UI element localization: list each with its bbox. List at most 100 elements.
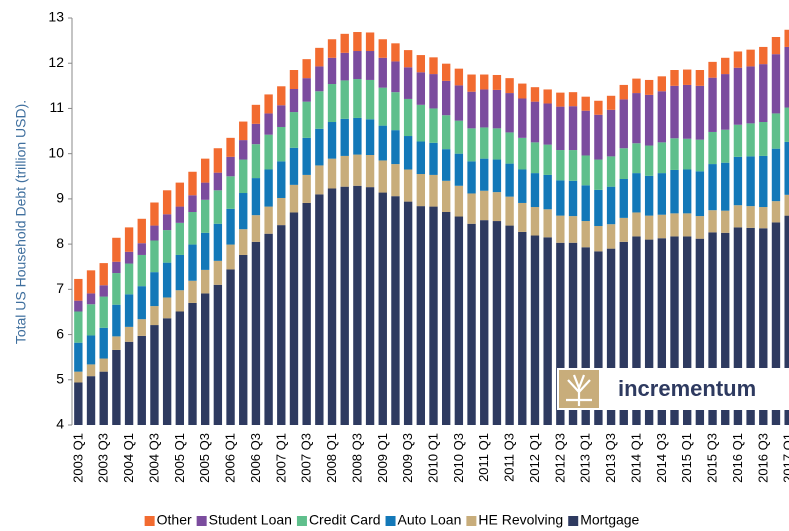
bar-segment	[353, 79, 362, 118]
bar-segment	[403, 169, 413, 202]
bar-segment	[340, 118, 349, 156]
bar-segment	[492, 128, 502, 160]
bar-segment	[302, 202, 311, 425]
legend-label: Student Loan	[209, 512, 292, 528]
bar-segment	[239, 121, 248, 141]
bar-segment	[441, 115, 451, 150]
bar-segment	[543, 209, 552, 238]
bar-segment	[670, 70, 679, 86]
bar-segment	[277, 105, 286, 127]
bar-segment	[416, 104, 426, 142]
bar-segment	[302, 174, 311, 203]
bar-segment	[86, 293, 96, 305]
bar-segment	[327, 188, 337, 425]
bar-segment	[391, 43, 400, 62]
bar-segment	[226, 269, 235, 425]
bar-segment	[213, 172, 223, 191]
legend-swatch	[466, 516, 477, 526]
bar-segment	[340, 52, 349, 81]
bar-segment	[264, 169, 273, 207]
bar-segment	[721, 210, 730, 233]
y-tick-label: 6	[56, 325, 64, 341]
bar-segment	[480, 158, 489, 191]
bar-segment	[594, 100, 603, 115]
bar-segment	[708, 210, 717, 233]
legend-swatch	[196, 516, 207, 526]
bar-segment	[175, 222, 185, 255]
bar-segment	[480, 74, 489, 90]
bar-segment	[733, 51, 743, 68]
bar-segment	[606, 95, 616, 110]
bar-segment	[644, 94, 654, 146]
bar-segment	[315, 128, 324, 166]
bar-segment	[644, 239, 654, 425]
legend-label: Credit Card	[309, 512, 381, 528]
bar-segment	[467, 161, 476, 194]
bar-segment	[505, 225, 514, 425]
bar-segment	[200, 199, 210, 233]
bar-segment	[86, 376, 96, 425]
bar-segment	[530, 235, 540, 425]
bar-segment	[226, 137, 235, 157]
bar-segment	[594, 114, 603, 160]
bar-segment	[771, 54, 781, 114]
bar-segment	[644, 175, 654, 216]
x-tick-label: 2008 Q1	[324, 433, 339, 483]
bar-segment	[568, 242, 578, 425]
bar-segment	[188, 244, 197, 281]
bar-segment	[416, 72, 426, 105]
bar-segment	[74, 278, 83, 301]
bar-segment	[175, 182, 185, 207]
legend-swatch	[568, 516, 579, 526]
bar-segment	[277, 161, 286, 198]
bar-segment	[632, 78, 641, 94]
bar-segment	[606, 109, 616, 157]
bar-segment	[226, 176, 235, 209]
bar-segment	[289, 184, 299, 213]
bar-segment	[378, 57, 387, 88]
bar-segment	[99, 263, 108, 286]
legend: Other Student Loan Credit Card Auto Loan HE …	[144, 512, 640, 528]
bar-segment	[467, 193, 476, 224]
x-tick-label: 2010 Q1	[426, 433, 441, 483]
bar-segment	[403, 98, 413, 137]
bar-segment	[315, 47, 324, 67]
bar-segment	[644, 145, 654, 176]
bar-segment	[632, 236, 641, 425]
bar-segment	[505, 163, 514, 197]
bar-segment	[670, 236, 679, 425]
bar-segment	[112, 349, 121, 425]
bar-segment	[162, 230, 172, 263]
bar-segment	[226, 156, 235, 177]
x-tick-label: 2006 Q3	[248, 433, 263, 483]
bar-segment	[251, 104, 261, 124]
bar-segment	[568, 180, 578, 217]
bar-segment	[568, 92, 578, 107]
bar-segment	[619, 241, 628, 425]
legend-label: Mortgage	[580, 512, 639, 528]
bar-segment	[467, 128, 476, 162]
bar-segment	[556, 215, 565, 243]
bar-segment	[619, 99, 628, 149]
bar-segment	[467, 223, 476, 425]
bar-segment	[657, 214, 667, 239]
bar-segment	[695, 70, 705, 86]
bar-segment	[581, 221, 590, 248]
bar-segment	[150, 240, 159, 273]
bar-segment	[226, 208, 235, 245]
bar-segment	[682, 84, 692, 139]
bar-segment	[391, 130, 400, 165]
bar-segment	[403, 50, 413, 68]
bar-segment	[365, 32, 375, 52]
bar-segment	[759, 228, 768, 425]
bar-segment	[99, 285, 108, 297]
x-tick-label: 2003 Q1	[70, 433, 85, 483]
bar-segment	[670, 169, 679, 214]
bar-segment	[581, 155, 590, 186]
bar-segment	[86, 364, 96, 377]
bar-segment	[708, 164, 717, 211]
bar-segment	[441, 180, 451, 213]
bar-segment	[188, 302, 197, 425]
bar-segment	[721, 162, 730, 211]
logo-text: incrementum	[618, 376, 756, 401]
